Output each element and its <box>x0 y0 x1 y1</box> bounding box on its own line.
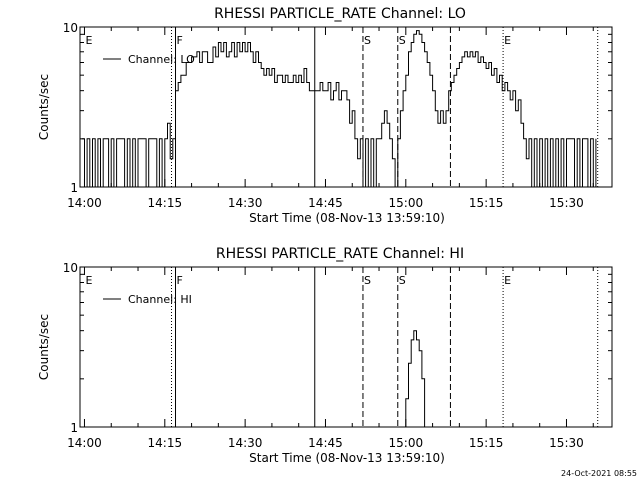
x-tick-label: 14:30 <box>228 436 263 450</box>
x-tick-label: 14:45 <box>308 436 343 450</box>
x-tick-label: 14:00 <box>67 436 102 450</box>
x-tick-label: 14:15 <box>148 436 183 450</box>
event-marker-label: E <box>504 274 511 287</box>
event-marker-label: E <box>85 274 92 287</box>
x-tick-label: 15:00 <box>389 196 424 210</box>
legend-label: Channel: LO <box>128 53 195 66</box>
x-tick-label: 14:45 <box>308 196 343 210</box>
x-tick-label: 15:00 <box>389 436 424 450</box>
x-tick-label: 15:15 <box>469 436 504 450</box>
y-tick-label: 1 <box>70 421 78 435</box>
x-axis-label: Start Time (08-Nov-13 13:59:10) <box>249 211 445 225</box>
event-marker-label: F <box>177 274 183 287</box>
x-tick-label: 15:15 <box>469 196 504 210</box>
event-marker-label: S <box>399 34 406 47</box>
x-tick-label: 14:00 <box>67 196 102 210</box>
event-marker-label: F <box>177 34 183 47</box>
x-tick-label: 14:15 <box>148 196 183 210</box>
footer-timestamp: 24-Oct-2021 08:55 <box>561 469 637 478</box>
x-tick-label: 14:30 <box>228 196 263 210</box>
chart-panel-1: RHESSI PARTICLE_RATE Channel: LO E F S S E 14:… <box>37 6 613 225</box>
x-tick-label: 15:30 <box>549 436 584 450</box>
chart-title: RHESSI PARTICLE_RATE Channel: LO <box>214 6 466 22</box>
x-axis-label: Start Time (08-Nov-13 13:59:10) <box>249 451 445 465</box>
event-marker-label: S <box>364 34 371 47</box>
plot-frame <box>79 266 613 428</box>
y-axis-label: Counts/sec <box>37 74 51 140</box>
y-tick-label: 10 <box>63 21 78 35</box>
y-tick-label: 10 <box>63 261 78 275</box>
event-marker-label: S <box>399 274 406 287</box>
series-line <box>403 330 426 428</box>
x-tick-label: 15:30 <box>549 196 584 210</box>
y-axis-label: Counts/sec <box>37 314 51 380</box>
chart-panel-2: RHESSI PARTICLE_RATE Channel: HI E F S S E 14:… <box>37 246 613 465</box>
event-marker-label: E <box>85 34 92 47</box>
plot-frame <box>79 26 613 188</box>
y-tick-label: 1 <box>70 181 78 195</box>
event-marker-label: E <box>504 34 511 47</box>
chart-title: RHESSI PARTICLE_RATE Channel: HI <box>216 246 464 262</box>
series-line <box>81 30 597 188</box>
event-marker-label: S <box>364 274 371 287</box>
legend-label: Channel: HI <box>128 293 192 306</box>
